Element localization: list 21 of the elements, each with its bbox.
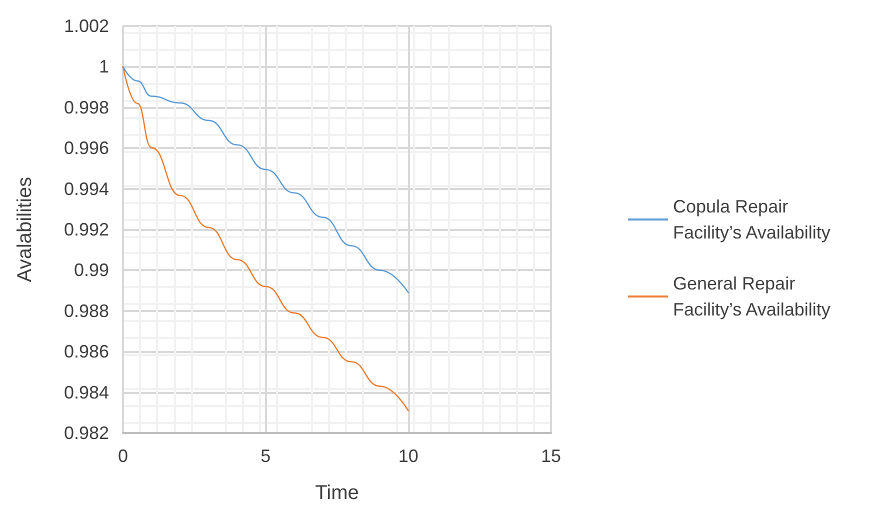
legend-label: General Repair Facility’s Availability xyxy=(673,274,830,320)
x-tick-label: 10 xyxy=(398,446,418,466)
x-tick-label: 0 xyxy=(118,446,128,466)
y-tick-label: 0.986 xyxy=(64,342,109,362)
line-series xyxy=(122,66,409,412)
y-tick-label: 0.992 xyxy=(64,220,109,240)
y-tick-label: 0.998 xyxy=(64,97,109,118)
y-tick-label: 0.988 xyxy=(64,300,109,321)
legend-label: Copula Repair Facility’s Availability xyxy=(673,196,830,242)
y-axis-title: Avalabilities xyxy=(14,176,36,282)
y-tick-label: 0.994 xyxy=(64,178,109,199)
y-tick-label: 0.996 xyxy=(64,138,109,158)
x-tick-label: 15 xyxy=(540,446,562,466)
y-tick-label: 1 xyxy=(98,56,109,77)
y-tick-label: 1.002 xyxy=(64,16,109,36)
y-tick-label: 0.99 xyxy=(74,260,109,280)
x-tick-label: 5 xyxy=(260,446,271,466)
y-tick-label: 0.982 xyxy=(64,423,109,443)
x-axis-title: Time xyxy=(315,482,359,504)
line-series xyxy=(122,66,409,294)
y-tick-label: 0.984 xyxy=(64,382,109,402)
